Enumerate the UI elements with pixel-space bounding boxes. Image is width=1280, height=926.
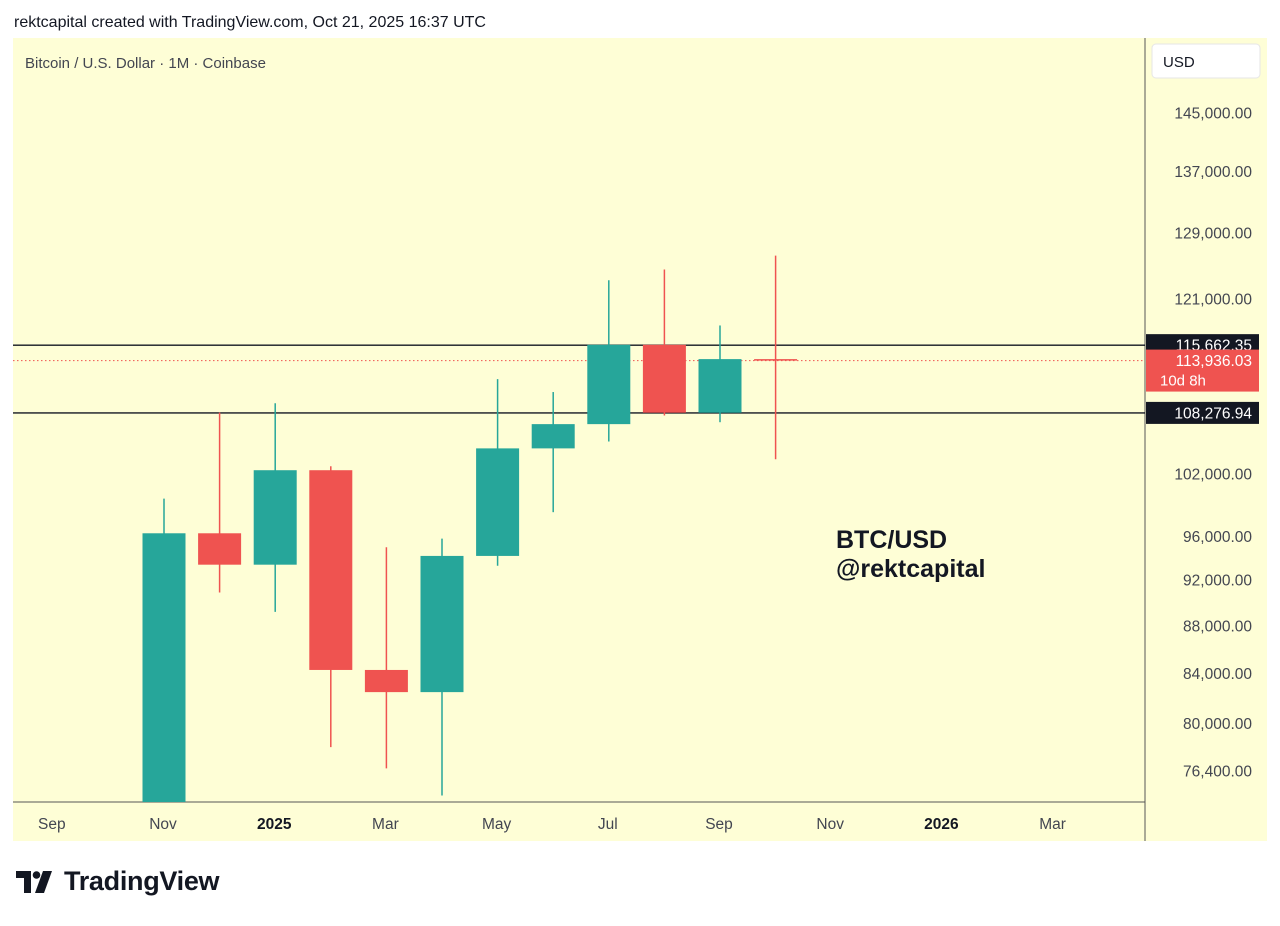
symbol-title: Bitcoin / U.S. Dollar · 1M · Coinbase	[25, 55, 266, 72]
candle-2025-07	[587, 280, 631, 442]
candle-body-2024-12	[198, 533, 242, 565]
candle-body-2025-02	[309, 470, 353, 670]
time-tick-9: Mar	[1039, 816, 1066, 833]
candle-2025-08	[642, 269, 686, 416]
candle-body-2024-11	[142, 533, 186, 802]
currency-label: USD	[1163, 54, 1195, 71]
time-tick-3: Mar	[372, 816, 399, 833]
axis-borders	[13, 38, 1146, 841]
price-tick-9: 80,000.00	[1183, 716, 1252, 733]
bar-countdown: 10d 8h	[1160, 373, 1206, 390]
price-tick-3: 121,000.00	[1174, 291, 1252, 308]
candle-body-2025-07	[587, 344, 631, 425]
price-tick-7: 88,000.00	[1183, 618, 1252, 635]
candle-body-2025-05	[476, 448, 520, 556]
candle-2025-05	[476, 379, 520, 566]
price-tick-6: 92,000.00	[1183, 573, 1252, 590]
time-tick-2: 2025	[257, 816, 292, 833]
price-axis[interactable]: 145,000.00 137,000.00 129,000.00 121,000.00…	[1146, 106, 1259, 781]
candle-body-2025-01	[253, 470, 297, 565]
price-tick-4: 102,000.00	[1174, 467, 1252, 484]
candle-body-2025-04	[420, 555, 464, 693]
price-tick-0: 145,000.00	[1174, 106, 1252, 123]
candles	[142, 255, 798, 802]
price-tick-5: 96,000.00	[1183, 529, 1252, 546]
time-axis[interactable]: Sep Nov 2025 Mar May Jul Sep Nov 2026 Mar	[38, 816, 1066, 833]
candle-2025-10	[754, 255, 798, 460]
level-price-tag-1: 108,276.94	[1146, 401, 1259, 424]
watermark-line-1: BTC/USD	[836, 526, 947, 554]
candle-body-2025-03	[364, 669, 408, 693]
chart-caption: rektcapital created with TradingView.com…	[14, 14, 486, 31]
time-tick-0: Sep	[38, 816, 66, 833]
candle-body-2025-08	[642, 344, 686, 413]
price-tick-8: 84,000.00	[1183, 666, 1252, 683]
last-price-tag: 113,936.03 10d 8h	[1146, 349, 1259, 392]
candle-body-2025-09	[698, 359, 742, 413]
candle-2025-02	[309, 466, 353, 748]
candle-body-2025-10	[754, 359, 798, 361]
candle-2025-06	[531, 392, 575, 513]
tradingview-logo: TradingView	[16, 866, 220, 897]
time-tick-8: 2026	[924, 816, 959, 833]
watermark-line-2: @rektcapital	[836, 555, 985, 583]
horizontal-levels	[13, 344, 1145, 414]
price-tick-1: 137,000.00	[1174, 164, 1252, 181]
candle-2025-04	[420, 538, 464, 796]
candle-2024-12	[198, 412, 242, 593]
price-tick-2: 129,000.00	[1174, 226, 1252, 243]
time-tick-7: Nov	[816, 816, 844, 833]
time-tick-4: May	[482, 816, 512, 833]
plot-background	[13, 38, 1267, 841]
tradingview-logo-icon	[16, 870, 52, 893]
time-tick-1: Nov	[149, 816, 177, 833]
currency-selector[interactable]: USD	[1151, 43, 1261, 79]
candle-2025-09	[698, 325, 742, 423]
price-tick-10: 76,400.00	[1183, 764, 1252, 781]
last-price-value: 113,936.03	[1176, 353, 1252, 370]
candle-body-2025-06	[531, 424, 575, 449]
watermark: BTC/USD @rektcapital	[836, 526, 985, 583]
candle-2024-11	[142, 498, 186, 802]
time-tick-5: Jul	[598, 816, 618, 833]
candle-2025-01	[253, 403, 297, 612]
svg-text:108,276.94: 108,276.94	[1174, 405, 1252, 422]
tradingview-wordmark: TradingView	[64, 866, 220, 896]
candle-2025-03	[364, 547, 408, 769]
time-tick-6: Sep	[705, 816, 733, 833]
